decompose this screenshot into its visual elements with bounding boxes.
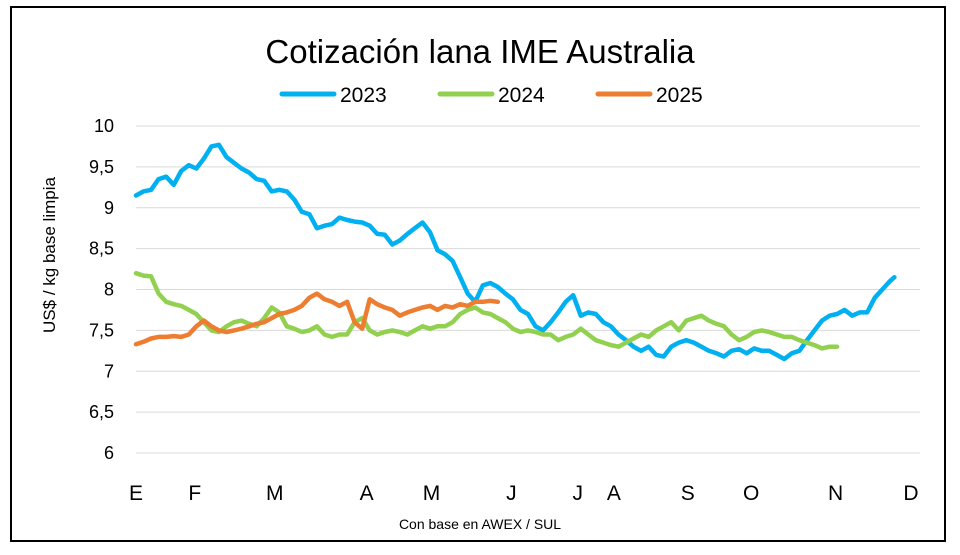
chart-title: Cotización lana IME Australia bbox=[265, 33, 695, 70]
legend: 2023 2024 2025 bbox=[279, 84, 703, 107]
y-tick-label: 7,5 bbox=[89, 320, 114, 340]
x-month-label: A bbox=[607, 482, 621, 505]
series-line-2025 bbox=[133, 291, 501, 347]
x-axis-source-note: Con base en AWEX / SUL bbox=[399, 516, 561, 532]
legend-label-2024: 2024 bbox=[498, 84, 545, 107]
y-tick-label: 9,5 bbox=[89, 157, 114, 177]
x-month-label: M bbox=[266, 482, 284, 505]
y-axis-label: US$ / kg base limpia bbox=[40, 177, 59, 333]
legend-label-2023: 2023 bbox=[340, 84, 387, 107]
y-tick-label: 6,5 bbox=[89, 402, 114, 422]
series-lines bbox=[133, 142, 897, 362]
y-tick-label: 8,5 bbox=[89, 239, 114, 259]
x-month-label: D bbox=[903, 482, 918, 505]
x-month-label: N bbox=[828, 482, 843, 505]
series-line-2023 bbox=[133, 142, 897, 362]
y-tick-label: 6 bbox=[104, 443, 114, 463]
x-month-label: O bbox=[743, 482, 759, 505]
y-tick-label: 8 bbox=[104, 280, 114, 300]
x-month-label: S bbox=[681, 482, 695, 505]
y-tick-label: 9 bbox=[104, 198, 114, 218]
y-tick-label: 10 bbox=[94, 116, 114, 136]
legend-label-2025: 2025 bbox=[656, 84, 703, 107]
x-month-label: A bbox=[360, 482, 374, 505]
y-axis-ticks: 6 6,5 7 7,5 8 8,5 9 9,5 10 bbox=[89, 116, 114, 463]
x-month-label: E bbox=[129, 482, 143, 505]
y-tick-label: 7 bbox=[104, 361, 114, 381]
x-month-label: M bbox=[423, 482, 441, 505]
x-month-label: J bbox=[573, 482, 584, 505]
x-month-label: J bbox=[506, 482, 517, 505]
x-month-label: F bbox=[188, 482, 201, 505]
gridlines bbox=[136, 125, 920, 454]
